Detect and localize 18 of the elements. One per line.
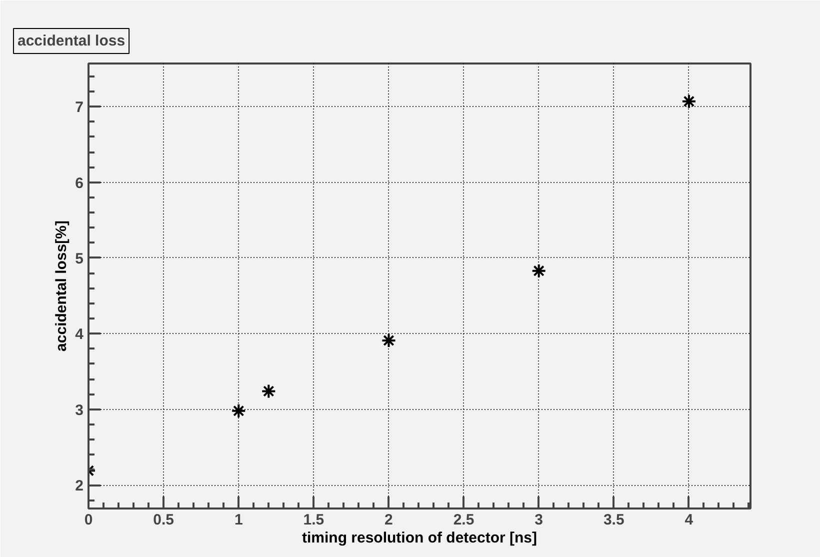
y-tick-label: 2 — [75, 478, 84, 495]
y-tick-label: 5 — [75, 250, 84, 268]
x-tick-label: 3 — [534, 512, 544, 528]
y-tick-label: 7 — [75, 99, 84, 116]
x-tick-label: 1 — [234, 512, 243, 528]
y-tick-label: 3 — [75, 402, 84, 419]
x-tick-label: 2.5 — [453, 512, 474, 528]
x-tick-label: 2 — [384, 512, 393, 528]
x-tick-label: 0.5 — [153, 512, 174, 528]
x-tick-label: 3.5 — [603, 512, 624, 528]
y-tick-label: 6 — [75, 174, 84, 192]
x-tick-label: 1.5 — [303, 512, 324, 528]
x-tick-label: 0 — [84, 512, 93, 528]
chart-title: accidental loss — [18, 32, 126, 50]
y-tick-label: 4 — [75, 326, 84, 344]
x-tick-label: 4 — [684, 512, 694, 528]
x-axis-title: timing resolution of detector [ns] — [302, 530, 538, 546]
y-axis-title: accidental loss[%] — [53, 220, 70, 352]
